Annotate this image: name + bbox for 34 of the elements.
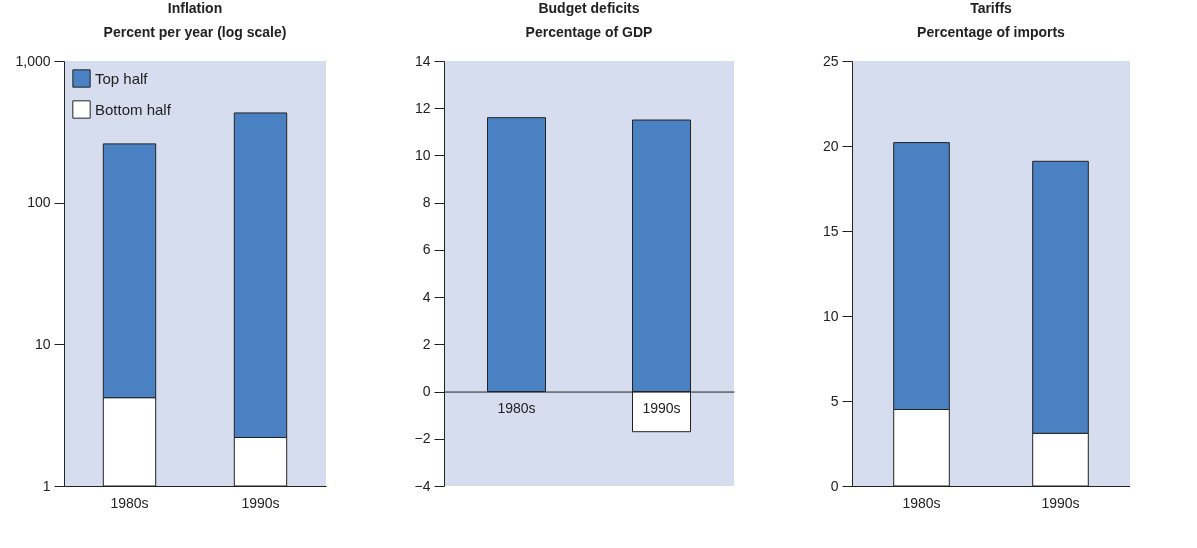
legend-label: Bottom half [95, 100, 172, 118]
y-tick-label: 100 [27, 194, 51, 211]
y-tick-label: 6 [422, 241, 431, 258]
y-tick-label: 14 [414, 52, 431, 69]
y-tick-label: 0 [422, 383, 431, 400]
x-tick-label: 1980s [497, 400, 536, 417]
y-tick-label: 0 [830, 477, 839, 494]
y-tick-label: 15 [822, 222, 839, 239]
x-tick-label: 1990s [1041, 494, 1080, 511]
x-tick-label: 1990s [241, 494, 280, 511]
y-tick-label: 25 [822, 52, 839, 69]
y-tick-label: 1,000 [15, 52, 51, 69]
chart-title: Tariffs [970, 0, 1013, 16]
chart-subtitle: Percentage of imports [917, 24, 1066, 40]
y-tick-label: 10 [34, 335, 51, 352]
legend-label: Top half [95, 69, 149, 87]
y-tick-label: 8 [422, 194, 431, 211]
y-tick-label: 12 [414, 99, 431, 116]
x-tick-label: 1980s [110, 494, 149, 511]
y-tick-label: 4 [422, 288, 431, 305]
y-tick-label: −2 [414, 430, 431, 447]
chart-title: Inflation [167, 0, 223, 16]
y-tick-label: 10 [414, 146, 431, 163]
y-tick-label: −4 [414, 477, 431, 494]
y-tick-label: 20 [822, 137, 839, 154]
x-tick-label: 1990s [642, 400, 681, 417]
x-tick-label: 1980s [902, 494, 941, 511]
chart-title: Budget deficits [538, 0, 640, 16]
y-tick-label: 5 [830, 392, 839, 409]
y-tick-label: 1 [42, 477, 51, 494]
chart-subtitle: Percent per year (log scale) [103, 24, 287, 40]
chart-subtitle: Percentage of GDP [525, 24, 653, 40]
y-tick-label: 2 [422, 335, 431, 352]
y-tick-label: 10 [822, 307, 839, 324]
